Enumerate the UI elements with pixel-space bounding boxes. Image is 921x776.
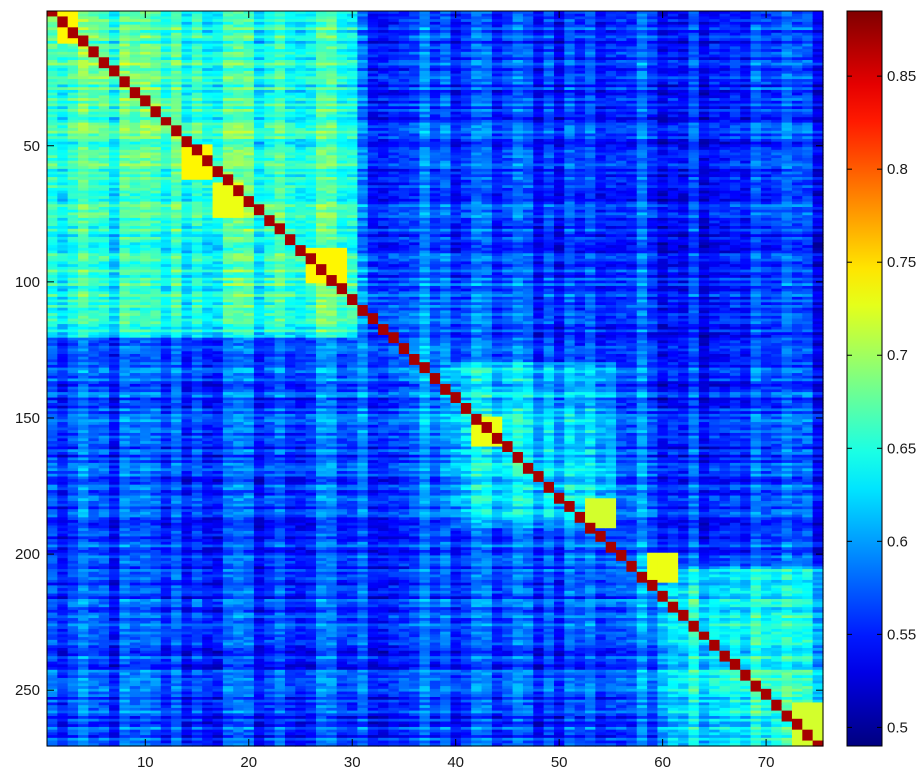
heatmap-cell — [47, 430, 58, 436]
heatmap-cell — [78, 504, 89, 510]
heatmap-cell — [171, 732, 182, 738]
heatmap-cell — [88, 509, 99, 515]
heatmap-cell — [182, 136, 193, 147]
heatmap-cell — [109, 422, 120, 428]
heatmap-cell — [57, 11, 68, 17]
heatmap-cell — [119, 76, 130, 87]
heatmap-cell — [192, 144, 203, 155]
heatmap-cell — [161, 117, 172, 126]
heatmap-cell — [192, 155, 203, 180]
heatmap-cell — [182, 147, 193, 180]
heatmap-cell — [78, 60, 89, 66]
heatmap-cell — [119, 248, 130, 254]
heatmap-cell — [99, 569, 110, 575]
heatmap-cell — [161, 242, 172, 248]
heatmap-cell — [130, 87, 141, 98]
heatmap-cell — [47, 11, 58, 17]
heatmap-cell — [182, 321, 193, 327]
heatmap-cell — [140, 95, 151, 106]
heatmap-cell — [109, 65, 120, 76]
heatmap-cell — [99, 643, 110, 649]
heatmap-cell — [78, 125, 89, 131]
heatmap-cell — [213, 183, 224, 219]
heatmap-cell — [202, 166, 213, 180]
heatmap-cell — [68, 27, 79, 38]
heatmap-cell — [233, 196, 244, 218]
heatmap-cell — [223, 174, 234, 185]
heatmap-cell — [88, 46, 99, 57]
heatmap-cell — [68, 38, 79, 44]
heatmap-cell — [202, 144, 213, 155]
heatmap-cell — [57, 16, 68, 27]
heatmap-cell — [99, 14, 110, 20]
heatmap-cell — [57, 324, 68, 330]
heatmap-cell — [68, 686, 79, 692]
heatmap-cell — [57, 27, 68, 44]
heatmap-cell — [213, 166, 224, 177]
heatmap-cells — [47, 11, 824, 747]
heatmap-cell — [78, 36, 89, 47]
heatmap-cell — [233, 272, 244, 278]
heatmap-cell — [47, 564, 58, 570]
heatmap-cell — [202, 155, 213, 166]
heatmap-cell — [99, 57, 110, 68]
heatmap-plot-area: 10 20 30 40 50 60 70 50100150200250 — [15, 11, 824, 771]
heatmap-cell — [223, 185, 234, 218]
heatmap-cell — [161, 577, 172, 583]
heatmap-cell — [150, 106, 161, 117]
heatmap-cell — [161, 591, 172, 597]
heatmap-cell — [99, 316, 110, 322]
heatmap-cell — [233, 185, 244, 196]
heatmap-cell — [213, 449, 224, 455]
heatmap-cell — [223, 242, 234, 248]
heatmap-cell — [68, 11, 79, 28]
heatmap-cell — [171, 125, 182, 136]
heatmap-cell — [88, 57, 99, 63]
heatmap-cell — [213, 65, 224, 71]
